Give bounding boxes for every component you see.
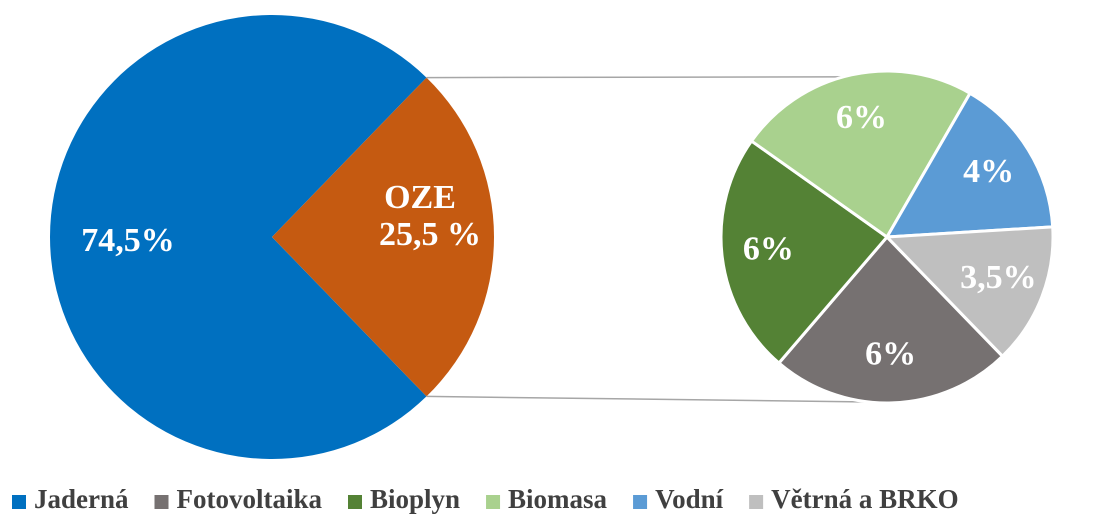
data-label: 6% [743,230,794,267]
pie-slice [719,138,890,366]
pie-slice [272,77,494,397]
pie-slice [749,69,973,240]
legend-label: Biomasa [508,484,608,514]
pie-slice [884,91,1055,239]
data-label: 4% [963,153,1014,190]
pie-slice [883,225,1055,359]
pie-slice [776,234,1005,405]
data-label: 3,5% [960,259,1037,296]
legend-label: Fotovoltaika [177,484,323,514]
legend-swatch [749,495,764,509]
other-label: OZE [384,179,456,216]
data-label: 74,5% [81,222,175,259]
connector-line [426,395,902,404]
data-label: 6% [865,335,916,372]
legend-label: Větrná a BRKO [771,484,958,514]
legend-swatch [12,495,26,509]
legend-swatch [154,495,169,509]
legend-swatch [486,495,501,509]
legend-swatch [633,495,648,509]
data-label: 6% [836,99,887,136]
data-label: 25,5 % [379,216,481,253]
legend-label: Vodní [655,484,724,514]
legend-swatch [348,495,362,509]
pie-slice [50,15,427,460]
legend-label: Bioplyn [370,484,460,514]
legend-label: Jaderná [34,484,129,514]
